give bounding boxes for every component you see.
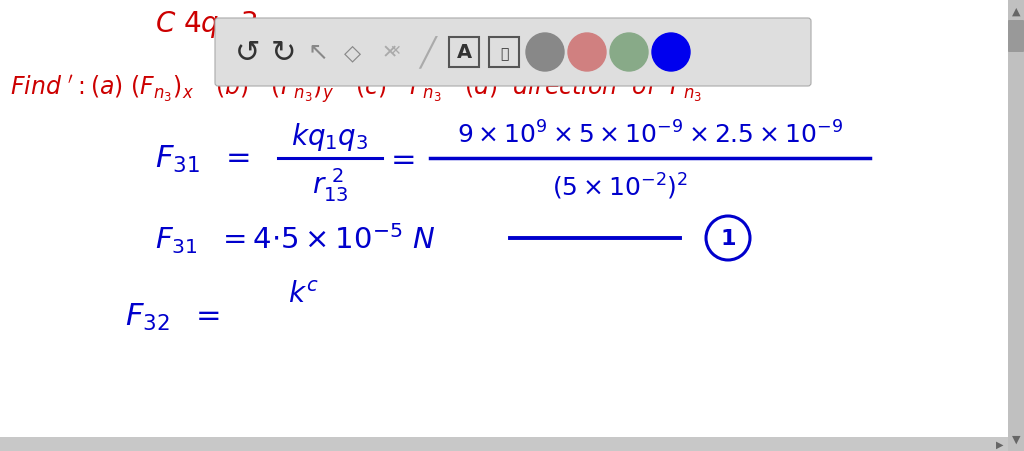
Text: 1: 1 xyxy=(720,229,736,249)
Text: $\mathit{9 \times 10^9 \times 5 \times 10^{-9} \times 2.5 \times 10^{-9}}$: $\mathit{9 \times 10^9 \times 5 \times 1… xyxy=(457,121,843,148)
Text: $\mathit{F_{32}}$  $=$: $\mathit{F_{32}}$ $=$ xyxy=(125,301,220,332)
FancyBboxPatch shape xyxy=(449,38,479,68)
Bar xyxy=(1008,0,1024,451)
Text: A: A xyxy=(457,43,472,62)
Text: $\it{Find}$ $\it{':(a)}$ $\it{(F_{n_3})_x}$   $\it{(b)}$   $\it{(F_{n_3})_y}$   : $\it{Find}$ $\it{':(a)}$ $\it{(F_{n_3})_… xyxy=(10,74,702,106)
Circle shape xyxy=(610,34,648,72)
Text: $\it{C}$ $\it{4q_{1}}$ $\it{3}$...: $\it{C}$ $\it{4q_{1}}$ $\it{3}$... xyxy=(155,9,284,40)
Text: 🏔: 🏔 xyxy=(500,47,508,61)
Text: ↻: ↻ xyxy=(270,38,296,67)
Text: ▲: ▲ xyxy=(1012,7,1020,17)
FancyBboxPatch shape xyxy=(489,38,519,68)
Text: ◇: ◇ xyxy=(344,43,361,63)
Text: ✕: ✕ xyxy=(389,44,400,58)
Text: $\mathit{(5\times10^{-2})^2}$: $\mathit{(5\times10^{-2})^2}$ xyxy=(552,171,688,202)
Text: $\mathit{F_{31}}$  $=$: $\mathit{F_{31}}$ $=$ xyxy=(155,143,250,174)
Text: $\mathit{r_{13}^{\ 2}}$: $\mathit{r_{13}^{\ 2}}$ xyxy=(311,166,348,203)
Circle shape xyxy=(652,34,690,72)
Text: $\mathit{kq_1q_3}$: $\mathit{kq_1q_3}$ xyxy=(292,121,369,152)
Text: ╱: ╱ xyxy=(420,37,436,69)
Bar xyxy=(0,437,1008,451)
Circle shape xyxy=(568,34,606,72)
FancyBboxPatch shape xyxy=(215,19,811,87)
Text: $=$: $=$ xyxy=(385,144,415,173)
Text: ↺: ↺ xyxy=(236,38,261,67)
Text: ✕: ✕ xyxy=(382,43,398,62)
Text: ▶: ▶ xyxy=(996,439,1004,449)
Text: ▼: ▼ xyxy=(1012,434,1020,444)
Circle shape xyxy=(526,34,564,72)
FancyBboxPatch shape xyxy=(1008,21,1024,53)
Text: ↖: ↖ xyxy=(307,41,329,65)
Text: $\mathit{F_{31}}$  $= 4{\cdot}5 \times 10^{-5}\ N$: $\mathit{F_{31}}$ $= 4{\cdot}5 \times 10… xyxy=(155,221,435,256)
Text: $\mathit{k^c}$: $\mathit{k^c}$ xyxy=(288,281,318,308)
